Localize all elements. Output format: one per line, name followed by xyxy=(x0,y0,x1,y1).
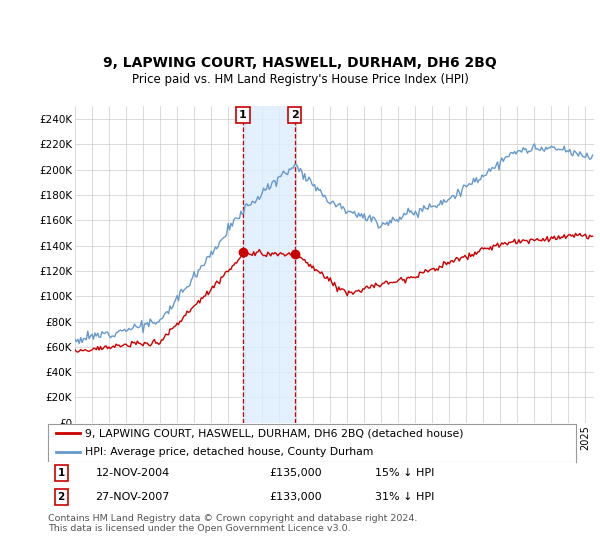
Text: 9, LAPWING COURT, HASWELL, DURHAM, DH6 2BQ: 9, LAPWING COURT, HASWELL, DURHAM, DH6 2… xyxy=(103,56,497,70)
Text: 27-NOV-2007: 27-NOV-2007 xyxy=(95,492,170,502)
Text: 2: 2 xyxy=(291,110,299,120)
Text: Contains HM Land Registry data © Crown copyright and database right 2024.
This d: Contains HM Land Registry data © Crown c… xyxy=(48,514,418,534)
Text: HPI: Average price, detached house, County Durham: HPI: Average price, detached house, Coun… xyxy=(85,447,373,458)
Bar xyxy=(243,106,295,423)
Text: 12-NOV-2004: 12-NOV-2004 xyxy=(95,468,170,478)
Text: 1: 1 xyxy=(58,468,65,478)
Text: 1: 1 xyxy=(239,110,247,120)
Text: 9, LAPWING COURT, HASWELL, DURHAM, DH6 2BQ (detached house): 9, LAPWING COURT, HASWELL, DURHAM, DH6 2… xyxy=(85,428,463,438)
Text: Price paid vs. HM Land Registry's House Price Index (HPI): Price paid vs. HM Land Registry's House … xyxy=(131,73,469,86)
Text: 15% ↓ HPI: 15% ↓ HPI xyxy=(376,468,435,478)
Text: 31% ↓ HPI: 31% ↓ HPI xyxy=(376,492,435,502)
Text: £135,000: £135,000 xyxy=(270,468,322,478)
Text: 2: 2 xyxy=(58,492,65,502)
Text: £133,000: £133,000 xyxy=(270,492,322,502)
